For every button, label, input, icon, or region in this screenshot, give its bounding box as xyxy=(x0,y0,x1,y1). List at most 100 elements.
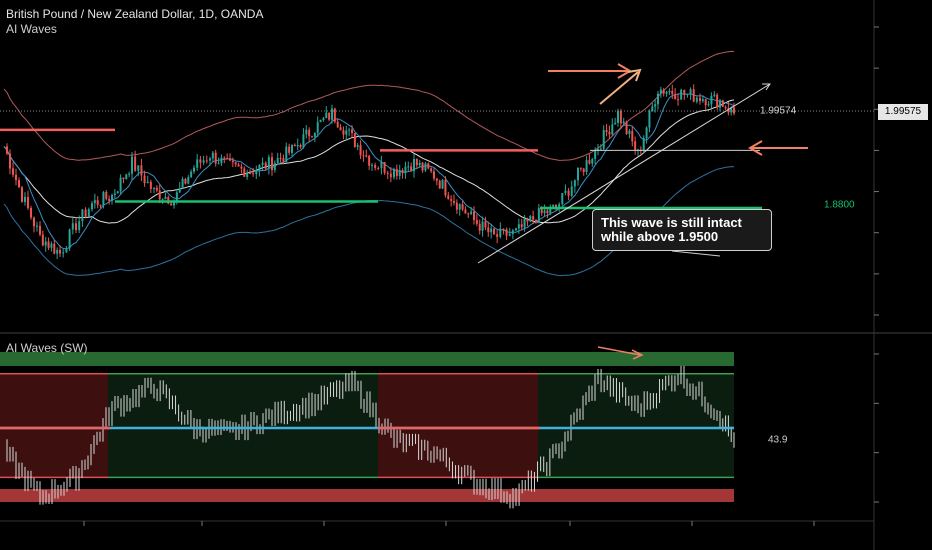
candle-body xyxy=(515,228,517,231)
osc-arrow-shaft[interactable] xyxy=(597,346,641,356)
candle-body xyxy=(496,234,499,237)
candle-body xyxy=(202,160,205,163)
candle-body xyxy=(671,90,674,95)
candle-body xyxy=(484,221,487,228)
candle-body xyxy=(231,160,234,163)
candle-body xyxy=(573,180,576,187)
candle-body xyxy=(33,217,35,227)
candle-body xyxy=(111,194,113,201)
candle-body xyxy=(478,223,481,231)
candle-body xyxy=(441,180,444,189)
candle-body xyxy=(285,146,288,162)
candle-body xyxy=(508,233,511,236)
candle-body xyxy=(276,157,279,164)
candle-body xyxy=(333,108,336,122)
candle-body xyxy=(546,210,549,214)
candle-body xyxy=(599,148,602,150)
candle-body xyxy=(424,163,427,171)
candle-body xyxy=(264,162,267,169)
candle-body xyxy=(128,173,131,175)
candle-body xyxy=(470,211,473,214)
candle-body xyxy=(570,186,573,196)
candles-layer xyxy=(6,84,735,260)
candle-body xyxy=(193,167,195,172)
candle-body xyxy=(657,93,659,105)
indicator-label-top[interactable]: AI Waves xyxy=(6,22,57,36)
trend-line[interactable] xyxy=(477,83,771,264)
candle-body xyxy=(692,89,695,102)
symbol-title[interactable]: British Pound / New Zealand Dollar, 1D, … xyxy=(6,7,264,21)
candle-body xyxy=(505,229,508,236)
candle-body xyxy=(15,174,17,181)
candle-body xyxy=(654,104,657,107)
candle-body xyxy=(430,168,433,172)
callout-line-1: This wave is still intact xyxy=(601,215,742,230)
candle-body xyxy=(345,130,348,135)
candle-body xyxy=(648,111,651,128)
candle-body xyxy=(614,122,617,125)
candle-body xyxy=(81,209,84,222)
candle-body xyxy=(380,161,383,169)
candle-body xyxy=(404,166,407,174)
candle-body xyxy=(588,160,591,164)
callout-pointer xyxy=(671,250,721,257)
axis-labels-layer xyxy=(83,26,879,526)
candle-body xyxy=(199,159,202,163)
osc-zone-fill xyxy=(0,373,108,478)
candle-body xyxy=(591,158,594,164)
candle-body xyxy=(125,174,128,180)
candle-body xyxy=(453,200,455,203)
candle-body xyxy=(322,118,325,120)
candle-body xyxy=(704,99,707,106)
candle-body xyxy=(351,129,353,134)
candle-body xyxy=(371,164,373,166)
candle-body xyxy=(190,171,193,178)
candle-body xyxy=(53,243,56,254)
candle-body xyxy=(211,152,214,159)
candle-body xyxy=(520,224,523,228)
candle-body xyxy=(413,158,415,172)
candle-body xyxy=(214,152,217,164)
candle-body xyxy=(161,199,164,201)
callout-box[interactable]: This wave is still intact while above 1.… xyxy=(592,209,772,251)
candle-body xyxy=(435,178,438,181)
candle-body xyxy=(567,190,570,196)
candle-body xyxy=(695,97,698,102)
indicator-label-bottom[interactable]: AI Waves (SW) xyxy=(6,341,88,355)
candle-body xyxy=(699,97,701,102)
candle-body xyxy=(91,203,93,210)
candle-body xyxy=(271,157,273,171)
candle-body xyxy=(293,144,296,147)
candle-body xyxy=(353,133,356,147)
candle-body xyxy=(102,192,105,206)
candle-body xyxy=(461,204,464,210)
candle-body xyxy=(237,164,240,167)
candle-body xyxy=(517,224,520,229)
candle-body xyxy=(305,129,308,135)
candle-body xyxy=(18,180,20,188)
levels-layer xyxy=(0,128,762,210)
candle-body xyxy=(407,166,410,168)
trend-line-arrowhead xyxy=(762,83,771,91)
candle-body xyxy=(217,163,220,165)
candle-body xyxy=(721,100,724,107)
candle-body xyxy=(499,228,502,237)
candle-body xyxy=(628,130,631,134)
candle-body xyxy=(316,122,319,133)
candle-body xyxy=(398,170,401,176)
candle-body xyxy=(464,209,467,214)
candle-body xyxy=(62,252,65,254)
candle-body xyxy=(84,209,87,217)
diagonal-arrow-shaft[interactable] xyxy=(599,71,639,105)
candle-body xyxy=(433,171,435,179)
upper-envelope-line xyxy=(3,50,735,161)
candle-body xyxy=(184,178,187,184)
candle-body xyxy=(116,191,119,194)
candle-body xyxy=(282,158,285,162)
candle-body xyxy=(56,250,59,254)
candle-body xyxy=(605,130,608,132)
candle-body xyxy=(719,100,721,108)
candle-body xyxy=(234,162,237,165)
candle-body xyxy=(475,219,478,224)
